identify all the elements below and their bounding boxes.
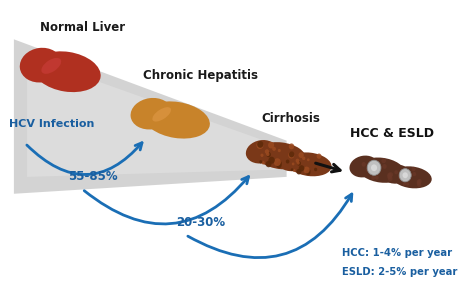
Ellipse shape [279, 150, 306, 171]
Circle shape [266, 152, 270, 156]
Circle shape [259, 160, 262, 164]
Circle shape [293, 169, 296, 172]
Circle shape [262, 161, 265, 164]
Circle shape [289, 143, 294, 149]
Ellipse shape [246, 140, 277, 164]
Circle shape [286, 159, 290, 164]
Ellipse shape [357, 162, 396, 181]
Circle shape [387, 174, 392, 179]
Circle shape [302, 157, 305, 160]
Circle shape [307, 158, 310, 161]
Circle shape [374, 169, 379, 175]
Ellipse shape [287, 152, 332, 176]
Circle shape [375, 176, 379, 180]
Circle shape [257, 141, 264, 148]
Circle shape [296, 169, 301, 175]
Circle shape [417, 182, 421, 187]
Ellipse shape [391, 170, 425, 187]
Circle shape [417, 180, 420, 184]
Circle shape [278, 149, 281, 152]
Ellipse shape [130, 98, 172, 129]
Circle shape [291, 168, 293, 171]
Polygon shape [27, 56, 278, 177]
Circle shape [276, 162, 282, 168]
Text: 55-85%: 55-85% [68, 170, 118, 183]
Circle shape [365, 168, 370, 172]
Ellipse shape [384, 165, 409, 184]
Ellipse shape [255, 146, 297, 168]
Polygon shape [14, 39, 287, 194]
Circle shape [307, 169, 310, 173]
Circle shape [268, 157, 275, 164]
Circle shape [303, 166, 310, 173]
Circle shape [412, 172, 416, 176]
Circle shape [299, 165, 304, 171]
Ellipse shape [142, 107, 198, 136]
Ellipse shape [349, 156, 378, 178]
Circle shape [268, 142, 274, 148]
Circle shape [296, 159, 299, 163]
Circle shape [299, 152, 304, 158]
Circle shape [394, 170, 398, 174]
Circle shape [398, 175, 401, 179]
Ellipse shape [41, 58, 61, 74]
Circle shape [382, 158, 386, 163]
Circle shape [374, 163, 380, 169]
Circle shape [383, 164, 387, 169]
Circle shape [297, 161, 301, 166]
Circle shape [403, 182, 406, 186]
Circle shape [261, 154, 264, 157]
Ellipse shape [358, 157, 404, 183]
Text: Chronic Hepatitis: Chronic Hepatitis [143, 69, 258, 82]
Circle shape [266, 152, 271, 157]
Text: HCV Infection: HCV Infection [9, 119, 94, 129]
Text: ESLD: 2-5% per year: ESLD: 2-5% per year [342, 267, 457, 277]
Ellipse shape [32, 57, 89, 89]
Circle shape [297, 161, 300, 165]
Circle shape [265, 149, 269, 154]
Circle shape [272, 147, 276, 151]
Ellipse shape [287, 156, 324, 175]
Circle shape [274, 158, 281, 166]
Circle shape [367, 160, 381, 175]
Circle shape [306, 170, 310, 175]
Ellipse shape [20, 48, 62, 82]
Circle shape [405, 171, 410, 177]
Circle shape [388, 172, 393, 177]
Circle shape [362, 162, 366, 167]
Ellipse shape [33, 51, 100, 92]
Circle shape [388, 176, 392, 181]
Ellipse shape [152, 107, 171, 122]
Ellipse shape [144, 101, 210, 139]
Circle shape [265, 161, 272, 167]
Circle shape [256, 141, 264, 149]
Text: Normal Liver: Normal Liver [39, 21, 125, 34]
Text: HCC: 1-4% per year: HCC: 1-4% per year [342, 248, 452, 258]
Circle shape [411, 167, 416, 171]
Circle shape [278, 161, 282, 165]
Ellipse shape [255, 142, 306, 169]
Circle shape [292, 162, 294, 165]
Circle shape [387, 173, 392, 178]
Circle shape [402, 172, 408, 178]
Circle shape [417, 181, 420, 185]
Ellipse shape [392, 166, 432, 188]
Text: HCC & ESLD: HCC & ESLD [350, 127, 434, 140]
Circle shape [288, 152, 294, 159]
Circle shape [399, 169, 411, 182]
Circle shape [406, 182, 409, 186]
Circle shape [314, 168, 317, 171]
Circle shape [371, 176, 375, 180]
Circle shape [317, 154, 321, 159]
Circle shape [404, 176, 410, 182]
Circle shape [371, 164, 377, 171]
Text: 20-30%: 20-30% [176, 216, 226, 229]
Text: Cirrhosis: Cirrhosis [262, 112, 320, 125]
Circle shape [289, 151, 294, 157]
Circle shape [418, 179, 422, 184]
